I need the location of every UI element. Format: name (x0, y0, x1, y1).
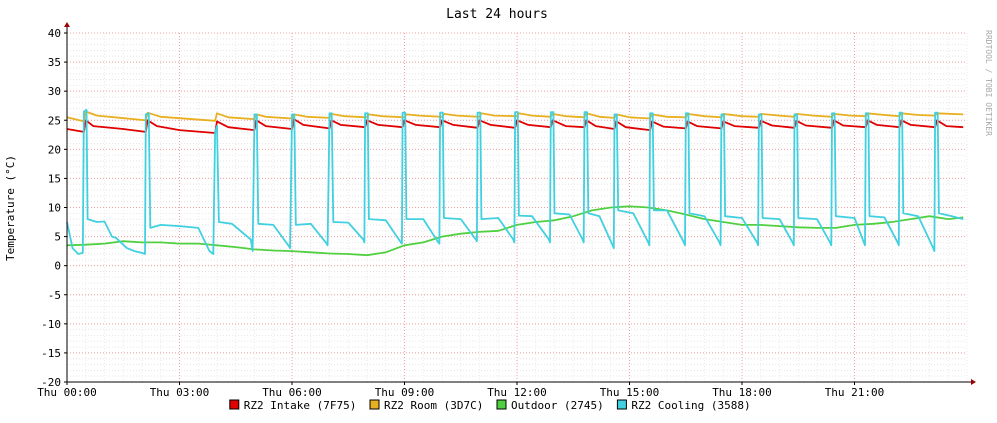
x-tick-label: Thu 15:00 (600, 386, 660, 399)
legend-label-2: Outdoor (2745) (511, 399, 604, 412)
y-tick-label: 10 (48, 202, 61, 215)
y-tick-label: 35 (48, 56, 61, 69)
series-line-3 (66, 108, 964, 255)
y-tick-label: -20 (41, 376, 61, 389)
y-tick-label: 0 (54, 260, 61, 273)
watermark: RRDTOOL / TOBI OETIKER (984, 30, 993, 136)
x-axis-arrow (971, 379, 976, 385)
y-axis-arrow (64, 22, 70, 27)
legend: RZ2 Intake (7F75) RZ2 Room (3D7C) Outdoor … (229, 399, 751, 412)
y-tick-label: 40 (48, 27, 61, 40)
series-line-2 (66, 205, 964, 257)
x-tick-label: Thu 03:00 (150, 386, 210, 399)
legend-label-1: RZ2 Room (3D7C) (384, 399, 483, 412)
series-line-1 (66, 110, 964, 123)
y-tick-label: -5 (48, 289, 61, 302)
y-tick-label: 25 (48, 114, 61, 127)
y-tick-label: -15 (41, 347, 61, 360)
legend-swatch-3 (616, 399, 627, 410)
legend-swatch-0 (229, 399, 240, 410)
x-tick-label: Thu 09:00 (375, 386, 435, 399)
x-tick-label: Thu 00:00 (37, 386, 97, 399)
legend-swatch-1 (369, 399, 380, 410)
x-tick-label: Thu 18:00 (712, 386, 772, 399)
y-tick-label: 5 (54, 231, 61, 244)
x-tick-label: Thu 12:00 (487, 386, 547, 399)
legend-label-0: RZ2 Intake (7F75) (244, 399, 357, 412)
chart-title: Last 24 hours (446, 7, 548, 22)
legend-swatch-2 (496, 399, 507, 410)
x-tick-label: Thu 06:00 (262, 386, 322, 399)
y-tick-label: 15 (48, 172, 61, 185)
y-tick-label: 30 (48, 85, 61, 98)
x-tick-label: Thu 21:00 (825, 386, 885, 399)
legend-label-3: RZ2 Cooling (3588) (631, 399, 750, 412)
y-axis-label: Temperature (°C) (4, 155, 17, 261)
y-tick-label: -10 (41, 318, 61, 331)
y-tick-label: 20 (48, 143, 61, 156)
